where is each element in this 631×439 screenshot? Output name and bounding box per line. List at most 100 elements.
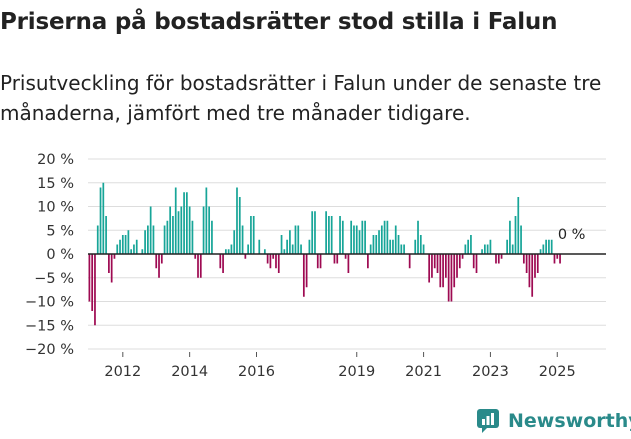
bar xyxy=(509,220,511,254)
bar xyxy=(266,254,269,264)
bar xyxy=(417,220,419,254)
bar xyxy=(392,239,394,254)
bar xyxy=(517,197,520,254)
bar xyxy=(495,254,497,264)
bar xyxy=(205,187,208,254)
bar xyxy=(119,239,121,254)
x-tick-label: 2025 xyxy=(539,364,576,380)
bar xyxy=(94,254,96,326)
bar xyxy=(375,235,378,254)
x-tick-label: 2014 xyxy=(171,364,208,380)
bar xyxy=(135,239,138,254)
bar xyxy=(294,225,297,254)
bar xyxy=(367,254,369,269)
bar xyxy=(316,254,319,269)
bar xyxy=(347,254,350,273)
bar xyxy=(113,254,116,259)
bar xyxy=(506,239,508,254)
bar xyxy=(325,211,327,254)
bar xyxy=(364,220,366,254)
y-tick-label: −5 % xyxy=(34,271,74,287)
bar xyxy=(330,216,333,254)
bar xyxy=(472,254,475,269)
bar xyxy=(155,254,158,269)
bar xyxy=(350,220,353,254)
bar xyxy=(141,249,144,254)
bar xyxy=(339,216,341,254)
bar xyxy=(369,244,372,254)
bar xyxy=(252,216,255,254)
bar xyxy=(208,206,211,254)
bar xyxy=(433,254,436,269)
bar xyxy=(283,249,286,254)
bar xyxy=(372,235,375,254)
bar xyxy=(194,254,197,259)
bar xyxy=(230,244,233,254)
bar xyxy=(445,254,447,278)
bar xyxy=(180,206,183,254)
y-tick-label: −20 % xyxy=(25,342,74,358)
bar xyxy=(361,220,364,254)
bar xyxy=(88,254,91,302)
bar xyxy=(514,216,517,254)
y-tick-label: −10 % xyxy=(25,295,74,311)
bar xyxy=(470,235,472,254)
x-tick-label: 2021 xyxy=(405,364,442,380)
bar xyxy=(269,254,272,269)
x-tick-label: 2016 xyxy=(238,364,275,380)
y-tick-label: −15 % xyxy=(25,318,74,334)
bar xyxy=(289,230,291,254)
bar xyxy=(149,206,152,254)
bar xyxy=(121,235,124,254)
bar xyxy=(522,254,525,264)
bar xyxy=(263,249,266,254)
bar xyxy=(224,249,227,254)
bar xyxy=(486,244,489,254)
bar xyxy=(236,187,238,254)
bar xyxy=(238,197,241,254)
bar xyxy=(191,220,194,254)
bar xyxy=(394,225,397,254)
bar xyxy=(333,254,336,264)
bar xyxy=(336,254,339,264)
bar xyxy=(319,254,322,269)
bar xyxy=(277,254,280,273)
bar xyxy=(99,187,102,254)
bar xyxy=(397,235,400,254)
bar xyxy=(144,230,146,254)
bar xyxy=(439,254,442,288)
bar xyxy=(453,254,456,288)
bar xyxy=(158,254,160,278)
newsworthy-logo-text: Newsworthy xyxy=(508,410,631,432)
end-value-label: 0 % xyxy=(558,227,586,243)
bar xyxy=(110,254,113,283)
bar xyxy=(431,254,433,278)
bar xyxy=(91,254,94,311)
bar xyxy=(233,230,236,254)
bar xyxy=(341,220,344,254)
bar xyxy=(497,254,500,264)
bar xyxy=(475,254,478,273)
bar xyxy=(258,239,261,254)
y-tick-label: 10 % xyxy=(37,200,74,216)
bar xyxy=(147,225,149,254)
bar xyxy=(534,254,536,278)
bar xyxy=(300,244,302,254)
x-tick-label: 2023 xyxy=(472,364,509,380)
bar xyxy=(550,239,553,254)
y-tick-label: 20 % xyxy=(37,152,74,168)
bar xyxy=(314,211,316,254)
bar xyxy=(520,225,522,254)
bar xyxy=(311,211,314,254)
bar xyxy=(553,254,556,264)
bar xyxy=(389,239,392,254)
y-tick-label: 0 % xyxy=(46,247,74,263)
bar xyxy=(536,254,539,273)
bar xyxy=(108,254,110,273)
bar xyxy=(102,182,105,254)
bar xyxy=(169,206,172,254)
bar xyxy=(545,239,547,254)
bar xyxy=(227,249,230,254)
bar xyxy=(436,254,439,273)
bar xyxy=(188,206,191,254)
